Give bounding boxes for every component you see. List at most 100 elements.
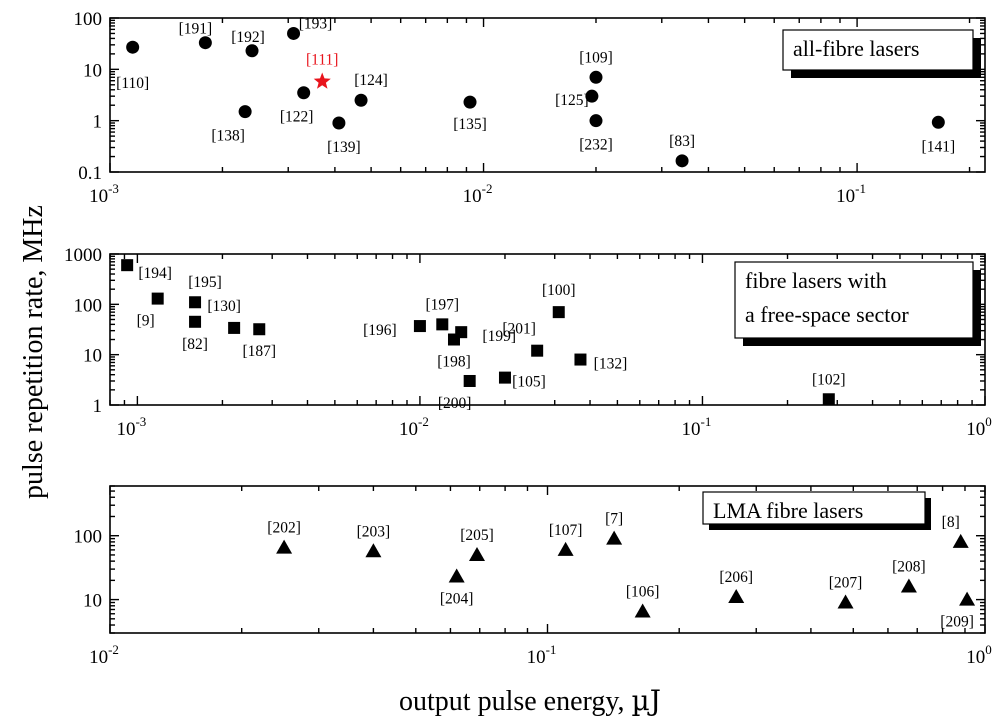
data-label: [206] [719,569,753,586]
y-axis-title: pulse repetition rate, MHz [18,205,49,499]
data-point [728,588,745,603]
y-tick-label: 100 [74,295,103,316]
data-label: [191] [179,21,213,38]
data-label: [138] [211,128,245,145]
x-tick-label: 10-3 [116,414,146,440]
y-tick-label: 100 [74,527,103,548]
x-tick-label: 100 [966,414,992,440]
x-axis-title-unit: µJ [632,684,661,717]
data-point [228,321,241,334]
data-label: [125] [555,92,589,109]
data-label: [197] [426,296,460,313]
x-tick-label: 100 [966,642,992,668]
data-point [574,353,587,366]
x-tick-label: 10-2 [463,181,493,207]
data-point [413,320,426,333]
y-tick-label: 1000 [64,245,102,266]
x-axis-title: output pulse energy, µJ [399,684,661,717]
x-tick-label: 10-2 [89,642,119,668]
data-label: [209] [940,614,974,631]
data-point [365,543,382,558]
x-tick-exponent: 0 [985,642,992,657]
data-point [463,95,477,109]
data-point [332,116,346,130]
data-label: [207] [829,575,863,592]
plot-frame [109,17,986,173]
x-tick-base: 10 [399,419,418,440]
data-point [354,93,368,107]
x-tick-base: 10 [116,419,135,440]
x-tick-base: 10 [89,647,108,668]
data-point [198,36,212,50]
data-point [121,259,134,272]
data-label: [7] [605,511,623,528]
data-label: [122] [280,109,314,126]
data-point [287,26,301,40]
y-tick-label: 1 [93,396,103,417]
data-label: [111] [306,51,338,68]
data-point [634,603,651,618]
x-tick-exponent: -3 [108,181,119,196]
data-point [900,578,917,593]
x-tick-exponent: 0 [985,414,992,429]
data-point [448,568,465,583]
data-point [468,546,485,561]
data-point [959,591,976,606]
data-point [189,296,202,309]
data-point [276,539,293,554]
x-tick-label: 10-1 [527,642,557,668]
data-label: [198] [437,354,471,371]
data-label: [132] [594,356,628,373]
x-tick-base: 10 [966,647,985,668]
data-point [952,533,969,548]
legend-box [734,261,974,339]
x-tick-exponent: -3 [135,414,146,429]
data-point [253,323,266,336]
data-point [463,374,476,387]
data-label: [124] [354,72,388,89]
x-tick-base: 10 [89,186,108,207]
x-tick-base: 10 [527,647,546,668]
data-label: [200] [438,395,472,412]
y-tick-label: 10 [83,346,102,367]
data-label: [201] [502,321,536,338]
data-label: [139] [327,139,361,156]
data-point [151,292,164,305]
data-label: [202] [267,520,301,537]
y-tick-label: 10 [83,591,102,612]
x-tick-base: 10 [682,419,701,440]
data-label: [110] [116,75,149,92]
data-point [297,86,311,100]
data-label: [83] [669,133,695,150]
data-point [822,393,835,406]
data-label: [9] [137,313,155,330]
data-point [606,530,623,545]
plot-frame [109,253,986,406]
data-label: [102] [812,371,846,388]
data-label: [135] [453,116,487,133]
data-point [238,105,252,119]
x-tick-exponent: -2 [482,181,493,196]
data-point [436,318,449,331]
x-tick-label: 10-2 [399,414,429,440]
data-label: [130] [207,298,241,315]
legend-box [782,29,974,71]
data-point [126,40,140,54]
legend-text: fibre lasers with [745,268,887,293]
data-label: [82] [182,336,208,353]
y-tick-label: 1 [93,112,103,133]
data-point [313,72,331,89]
data-point [589,70,603,84]
data-label: [208] [892,559,926,576]
data-point [498,371,511,384]
data-point [245,44,259,58]
data-label: [232] [579,137,613,154]
data-label: [195] [188,274,222,291]
x-tick-exponent: -1 [546,642,557,657]
data-label: [194] [138,265,172,282]
legend-box [702,491,926,525]
data-point [585,89,599,103]
